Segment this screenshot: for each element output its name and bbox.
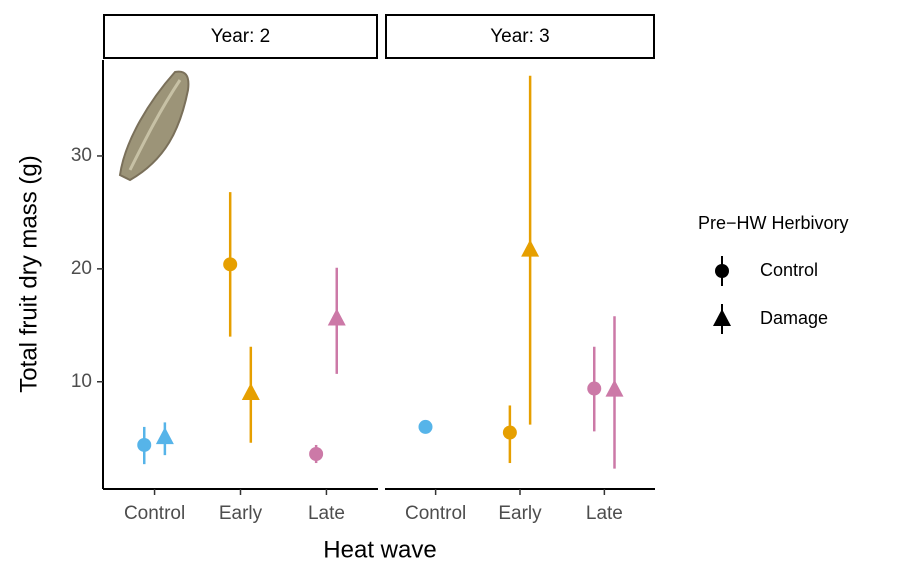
y-tick-label: 20: [71, 258, 92, 279]
seed-image: [118, 70, 190, 182]
point: [502, 425, 517, 440]
legend-label: Control: [760, 260, 818, 280]
y-tick-label: 30: [71, 145, 92, 166]
strip: [385, 14, 655, 59]
legend-title: Pre−HW Herbivory: [698, 213, 849, 233]
legend-label: Damage: [760, 308, 828, 328]
x-tick-label: Late: [586, 503, 623, 524]
point: [605, 379, 624, 397]
point: [418, 419, 433, 434]
point: [521, 239, 540, 257]
point: [309, 447, 324, 462]
point: [223, 257, 238, 272]
x-tick-label: Control: [405, 503, 466, 524]
strip-label: Year: 3: [490, 26, 550, 47]
y-axis-label: Total fruit dry mass (g): [15, 155, 42, 392]
y-tick-label: 10: [71, 371, 92, 392]
x-tick-label: Late: [308, 503, 345, 524]
point: [327, 308, 346, 326]
legend-marker: [713, 309, 731, 326]
point: [587, 381, 602, 396]
x-tick-label: Early: [219, 503, 263, 524]
x-tick-label: Control: [124, 503, 185, 524]
point: [137, 437, 152, 452]
legend-marker: [715, 264, 729, 278]
strip-label: Year: 2: [211, 26, 271, 47]
strip: [103, 14, 378, 59]
x-axis-label: Heat wave: [323, 536, 436, 563]
point: [155, 427, 174, 445]
x-tick-label: Early: [498, 503, 542, 524]
point: [241, 383, 260, 401]
